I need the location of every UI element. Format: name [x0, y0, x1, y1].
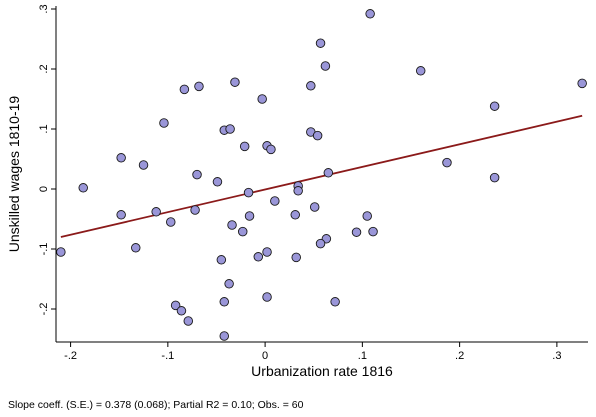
scatter-point: [138, 160, 149, 170]
scatter-point: [489, 101, 500, 111]
x-tick-label: -.2: [64, 350, 77, 362]
scatter-point: [312, 130, 323, 141]
y-tick-label: -.1: [38, 243, 50, 256]
y-tick-label: .1: [38, 124, 50, 133]
scatter-point: [239, 141, 250, 152]
scatter-point: [365, 9, 375, 19]
scatter-point: [442, 157, 452, 168]
scatter-point: [56, 247, 66, 257]
scatter-point: [415, 66, 426, 76]
scatter-point: [151, 207, 161, 217]
x-tick-label: .1: [358, 350, 367, 362]
scatter-point: [170, 300, 181, 311]
scatter-point: [176, 306, 187, 316]
x-tick-label: .3: [552, 350, 561, 362]
scatter-point: [227, 220, 237, 230]
scatter-point: [225, 124, 235, 134]
scatter-point: [270, 196, 280, 206]
scatter-point: [266, 144, 276, 155]
y-tick-label: 0: [38, 186, 50, 192]
x-axis-label: Urbanization rate 1816: [251, 363, 393, 379]
scatter-point: [237, 226, 248, 237]
scatter-point: [192, 169, 202, 180]
scatter-point: [131, 243, 141, 253]
scatter-point: [78, 183, 88, 193]
scatter-point: [315, 38, 326, 48]
scatter-point: [253, 252, 264, 262]
scatter-point: [166, 217, 176, 227]
scatter-point: [330, 297, 340, 307]
scatter-point: [230, 77, 240, 87]
scatter-point: [262, 247, 272, 257]
scatter-point: [262, 292, 272, 302]
scatter-point: [243, 187, 254, 198]
scatter-point: [257, 94, 267, 104]
scatter-point: [190, 205, 200, 215]
scatter-point: [179, 84, 190, 95]
footnote: Slope coeff. (S.E.) = 0.378 (0.068); Par…: [8, 399, 304, 411]
scatter-point: [244, 211, 255, 221]
scatter-point: [219, 331, 230, 341]
scatter-point: [224, 279, 234, 289]
scatter-point: [489, 172, 500, 183]
scatter-point: [219, 297, 230, 307]
scatter-point: [216, 255, 227, 265]
y-tick-label: -.2: [38, 303, 50, 316]
y-tick-label: .2: [38, 64, 50, 73]
x-tick-label: -.1: [161, 350, 174, 362]
scatter-point: [194, 81, 204, 92]
scatter-point: [351, 227, 362, 237]
x-tick-label: .2: [455, 350, 464, 362]
scatter-point: [293, 186, 303, 196]
scatter-point: [291, 252, 301, 263]
scatter-point: [362, 211, 372, 221]
x-tick-label: 0: [262, 350, 268, 362]
scatter-point: [320, 61, 331, 71]
scatter-point: [290, 210, 301, 220]
scatter-point: [183, 316, 194, 326]
y-axis-label: Unskilled wages 1810-19: [6, 96, 22, 253]
scatter-point: [212, 177, 223, 187]
scatter-point: [159, 118, 169, 128]
scatter-point: [315, 238, 326, 249]
scatter-point: [309, 202, 320, 212]
scatter-point: [368, 226, 378, 237]
fit-line: [60, 114, 583, 238]
y-tick-label: .3: [38, 4, 50, 13]
scatter-point: [323, 168, 334, 178]
scatter-point: [306, 81, 316, 91]
scatter-point: [116, 210, 126, 220]
scatter-point: [116, 153, 126, 163]
scatter-point: [577, 78, 587, 89]
